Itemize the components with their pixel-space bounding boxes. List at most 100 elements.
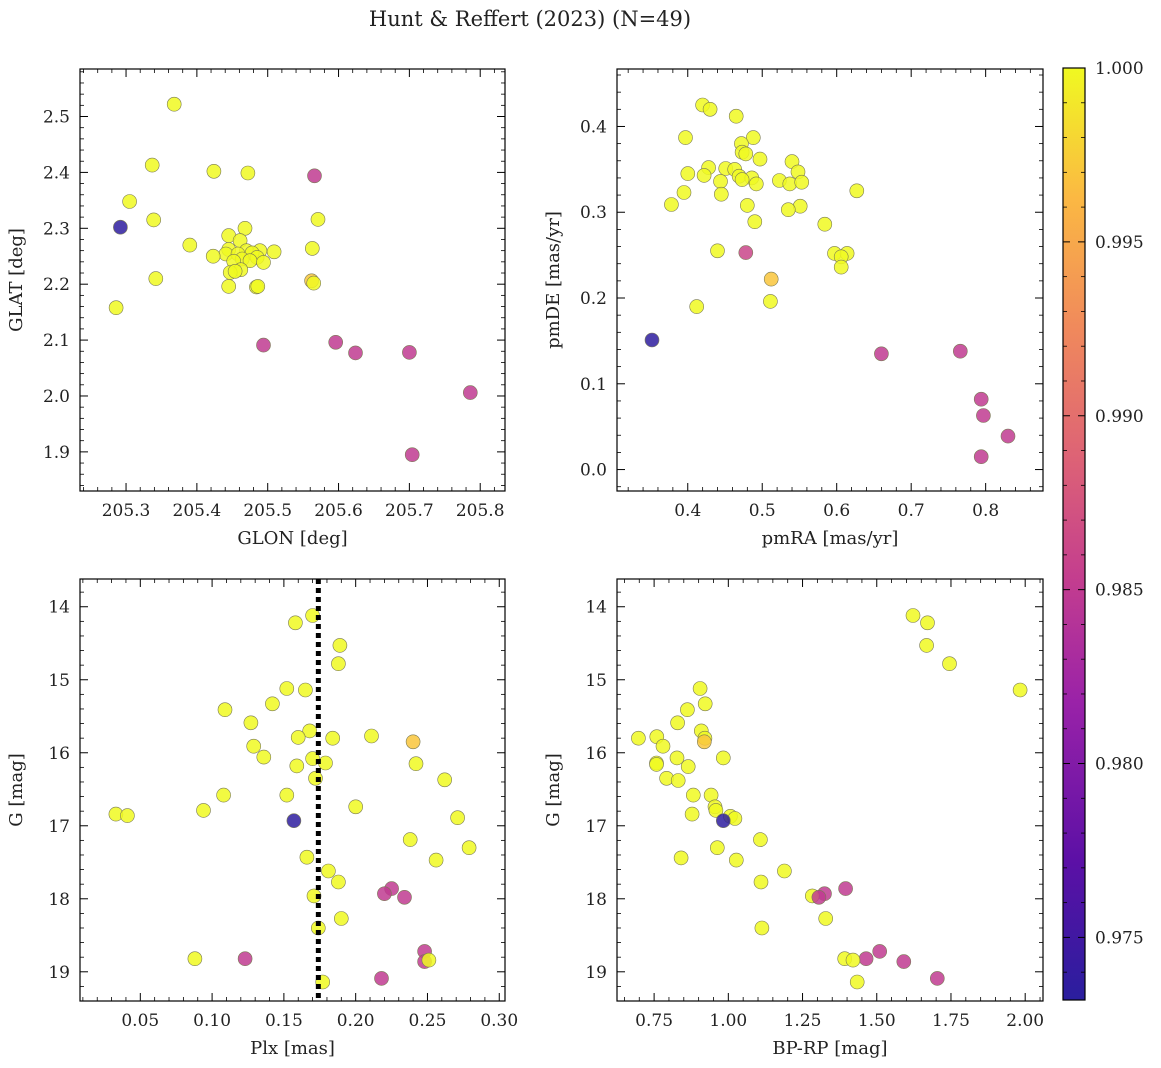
data-point (973, 391, 989, 407)
data-point (952, 343, 968, 359)
data-point (265, 696, 280, 712)
data-point (256, 337, 271, 353)
data-point (833, 259, 849, 275)
y-tick-label: 18 (585, 890, 607, 910)
data-point (256, 749, 272, 765)
data-point (849, 183, 865, 199)
data-point (331, 656, 346, 672)
colorbar-gradient (1062, 67, 1086, 1001)
data-point (728, 852, 744, 868)
data-point (715, 813, 731, 829)
data-point (777, 863, 792, 879)
x-tick-label: 0.7 (898, 501, 925, 521)
data-point (108, 300, 124, 316)
data-point (872, 944, 888, 959)
data-point (715, 750, 731, 766)
data-point (306, 275, 322, 291)
data-point (206, 164, 222, 179)
data-point (216, 787, 231, 803)
colorbar-tick-label: 0.975 (1095, 928, 1144, 948)
data-point (780, 202, 796, 217)
data-point (405, 734, 421, 750)
data-point (745, 130, 761, 145)
data-point (845, 952, 861, 968)
data-point (237, 951, 253, 967)
x-tick-label: 0.75 (635, 1011, 673, 1031)
y-tick-label: 19 (48, 963, 70, 983)
data-point (738, 146, 754, 162)
y-tick-label: 14 (48, 598, 70, 618)
x-tick-label: 0.10 (193, 1011, 231, 1031)
data-point (710, 243, 725, 259)
data-point (374, 971, 389, 986)
data-point (838, 881, 853, 896)
data-point (250, 279, 266, 294)
data-point (1000, 428, 1016, 444)
data-point (298, 682, 313, 698)
y-axis-label: G [mag] (543, 753, 564, 826)
data-point (752, 151, 768, 167)
data-point (148, 271, 164, 286)
data-point (747, 214, 763, 229)
data-point (113, 219, 128, 235)
y-tick-label: 16 (48, 744, 70, 764)
data-point (462, 385, 478, 400)
x-tick-label: 205.8 (456, 501, 505, 521)
data-point (728, 108, 744, 124)
data-point (166, 96, 182, 112)
colorbar-tick-label: 0.995 (1095, 233, 1144, 253)
data-point (763, 294, 778, 309)
panel-plx-g: 0.05 0.10 0.15 0.20 0.25 0.30 14 15 16 17 18 19 Plx … (6, 578, 518, 1059)
axes-frame (79, 68, 506, 492)
x-tick-label: 0.8 (972, 501, 999, 521)
data-point (437, 772, 453, 788)
scatter-points (108, 608, 477, 990)
data-point (328, 334, 344, 350)
x-tick-label: 205.4 (173, 501, 222, 521)
data-point (290, 730, 306, 745)
data-point (286, 813, 302, 829)
data-point (905, 608, 921, 623)
x-tick-label: 0.30 (480, 1011, 518, 1031)
data-point (321, 863, 336, 879)
axis-ticks: 0.05 0.10 0.15 0.20 0.25 0.30 14 15 16 17 18 19 (48, 579, 518, 1031)
x-axis-label: pmRA [mas/yr] (762, 528, 899, 549)
data-point (644, 332, 660, 348)
y-tick-label: 2.3 (43, 219, 70, 239)
x-axis-label: Plx [mas] (250, 1038, 335, 1059)
x-tick-label: 0.6 (823, 501, 850, 521)
y-tick-label: 17 (585, 817, 607, 837)
y-tick-label: 19 (585, 963, 607, 983)
data-point (849, 974, 865, 990)
data-point (196, 803, 211, 818)
data-point (748, 176, 764, 192)
scatter-points (644, 97, 1016, 465)
data-point (428, 852, 444, 868)
data-point (676, 185, 692, 200)
data-point (670, 715, 685, 731)
x-tick-label: 205.3 (102, 501, 151, 521)
data-point (817, 216, 833, 232)
colorbar-tick-label: 0.985 (1095, 581, 1144, 601)
data-point (874, 346, 889, 362)
y-axis-label: G [mag] (6, 753, 27, 826)
axes-frame (79, 578, 506, 1002)
y-tick-label: 15 (48, 671, 70, 691)
x-tick-label: 1.00 (709, 1011, 747, 1031)
scatter-points (631, 608, 1028, 990)
axes-frame (616, 578, 1044, 1002)
data-point (306, 888, 322, 904)
x-axis-label: BP-RP [mag] (772, 1038, 887, 1059)
data-point (664, 197, 679, 212)
y-tick-label: 2.5 (43, 108, 70, 128)
data-point (713, 174, 728, 189)
y-axis-label: GLAT [deg] (6, 228, 27, 332)
data-point (205, 248, 221, 264)
data-point (332, 638, 348, 653)
data-point (421, 952, 437, 968)
data-point (685, 787, 701, 803)
data-point (753, 874, 769, 890)
colorbar-tick-label: 1.000 (1095, 59, 1144, 79)
figure-title: Hunt & Reffert (2023) (N=49) (369, 7, 691, 31)
